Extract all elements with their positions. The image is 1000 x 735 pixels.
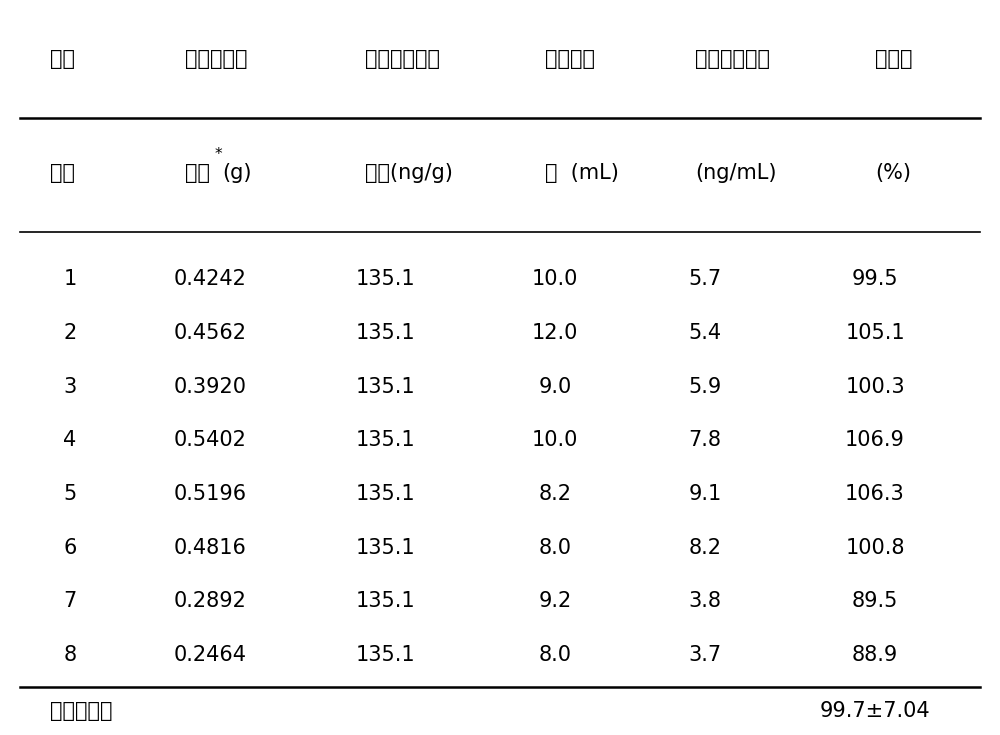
Text: 3.7: 3.7 xyxy=(688,645,722,665)
Text: 99.7±7.04: 99.7±7.04 xyxy=(820,700,930,721)
Text: 0.5196: 0.5196 xyxy=(173,484,247,504)
Text: 8.0: 8.0 xyxy=(538,645,572,665)
Text: *: * xyxy=(215,147,223,162)
Text: 0.3920: 0.3920 xyxy=(174,376,246,397)
Text: 100.3: 100.3 xyxy=(845,376,905,397)
Text: 8.0: 8.0 xyxy=(538,537,572,558)
Text: 1: 1 xyxy=(63,269,77,290)
Text: 9.2: 9.2 xyxy=(538,591,572,612)
Text: 135.1: 135.1 xyxy=(355,484,415,504)
Text: 3.8: 3.8 xyxy=(688,591,722,612)
Text: 8.2: 8.2 xyxy=(688,537,722,558)
Text: 平均回收率: 平均回收率 xyxy=(50,700,112,721)
Text: 88.9: 88.9 xyxy=(852,645,898,665)
Text: 10.0: 10.0 xyxy=(532,430,578,451)
Text: 7: 7 xyxy=(63,591,77,612)
Text: 序号: 序号 xyxy=(50,162,75,183)
Text: 0.4562: 0.4562 xyxy=(174,323,246,343)
Text: 标准样品的: 标准样品的 xyxy=(185,49,248,69)
Text: 0.2464: 0.2464 xyxy=(174,645,246,665)
Text: 135.1: 135.1 xyxy=(355,430,415,451)
Text: (%): (%) xyxy=(875,162,911,183)
Text: 0.2892: 0.2892 xyxy=(174,591,246,612)
Text: 2: 2 xyxy=(63,323,77,343)
Text: 5.7: 5.7 xyxy=(688,269,722,290)
Text: 5.9: 5.9 xyxy=(688,376,722,397)
Text: 0.4816: 0.4816 xyxy=(174,537,246,558)
Text: 100.8: 100.8 xyxy=(845,537,905,558)
Text: 135.1: 135.1 xyxy=(355,591,415,612)
Text: 标准样品中汞: 标准样品中汞 xyxy=(365,49,440,69)
Text: 135.1: 135.1 xyxy=(355,323,415,343)
Text: 捕集液汞浓度: 捕集液汞浓度 xyxy=(695,49,770,69)
Text: 0.5402: 0.5402 xyxy=(174,430,246,451)
Text: 积  (mL): 积 (mL) xyxy=(545,162,619,183)
Text: 9.0: 9.0 xyxy=(538,376,572,397)
Text: (g): (g) xyxy=(222,162,252,183)
Text: (ng/mL): (ng/mL) xyxy=(695,162,776,183)
Text: 实验: 实验 xyxy=(50,49,75,69)
Text: 135.1: 135.1 xyxy=(355,269,415,290)
Text: 8.2: 8.2 xyxy=(538,484,572,504)
Text: 89.5: 89.5 xyxy=(852,591,898,612)
Text: 5: 5 xyxy=(63,484,77,504)
Text: 9.1: 9.1 xyxy=(688,484,722,504)
Text: 7.8: 7.8 xyxy=(688,430,722,451)
Text: 106.3: 106.3 xyxy=(845,484,905,504)
Text: 135.1: 135.1 xyxy=(355,645,415,665)
Text: 135.1: 135.1 xyxy=(355,376,415,397)
Text: 8: 8 xyxy=(63,645,77,665)
Text: 135.1: 135.1 xyxy=(355,537,415,558)
Text: 10.0: 10.0 xyxy=(532,269,578,290)
Text: 105.1: 105.1 xyxy=(845,323,905,343)
Text: 6: 6 xyxy=(63,537,77,558)
Text: 99.5: 99.5 xyxy=(852,269,898,290)
Text: 回收率: 回收率 xyxy=(875,49,912,69)
Text: 12.0: 12.0 xyxy=(532,323,578,343)
Text: 浓度(ng/g): 浓度(ng/g) xyxy=(365,162,453,183)
Text: 5.4: 5.4 xyxy=(688,323,722,343)
Text: 0.4242: 0.4242 xyxy=(174,269,246,290)
Text: 4: 4 xyxy=(63,430,77,451)
Text: 质量: 质量 xyxy=(185,162,210,183)
Text: 捕集液体: 捕集液体 xyxy=(545,49,595,69)
Text: 3: 3 xyxy=(63,376,77,397)
Text: 106.9: 106.9 xyxy=(845,430,905,451)
